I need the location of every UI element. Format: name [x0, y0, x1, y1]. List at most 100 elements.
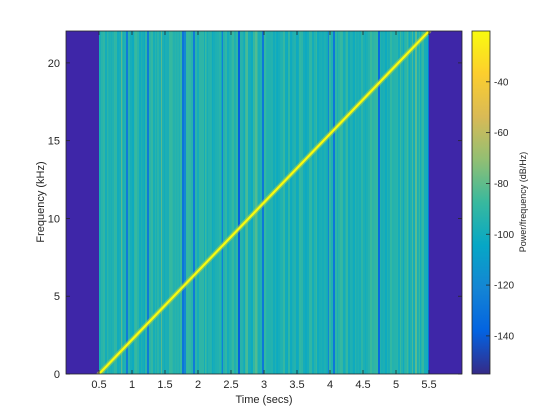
spectrogram-column — [301, 31, 302, 374]
y-axis-ticks: 0 5 10 15 20 — [48, 58, 462, 381]
spectrogram-column — [232, 31, 234, 374]
spectrogram-column — [147, 31, 149, 374]
spectrogram-column — [213, 31, 215, 374]
spectrogram-column — [401, 31, 403, 374]
spectrogram-column — [137, 31, 139, 374]
spectrogram-column — [312, 31, 314, 374]
spectrogram-column — [418, 31, 419, 374]
spectrogram-column — [177, 31, 179, 374]
spectrogram-column — [248, 31, 249, 374]
spectrogram-column — [311, 31, 312, 374]
spectrogram-column — [338, 31, 340, 374]
spectrogram-column — [161, 31, 162, 374]
colorbar-tick-label: -60 — [494, 128, 509, 139]
spectrogram-column — [175, 31, 176, 374]
colorbar-tick-label: -120 — [494, 281, 514, 292]
spectrogram-column — [428, 31, 429, 374]
spectrogram-column — [420, 31, 421, 374]
spectrogram-column — [167, 31, 169, 374]
spectrogram-column — [400, 31, 401, 374]
spectrogram-column — [126, 31, 128, 374]
spectrogram-column — [413, 31, 415, 374]
x-tick-label: 1.5 — [157, 379, 172, 391]
y-axis-label: Frequency (kHz) — [35, 161, 47, 242]
spectrogram-column — [103, 31, 105, 374]
spectrogram-column — [419, 31, 420, 374]
spectrogram-column — [292, 31, 293, 374]
colorbar-label: Power/frequency (dB/Hz) — [518, 152, 528, 253]
spectrogram-column — [407, 31, 408, 374]
spectrogram-column — [244, 31, 245, 374]
spectrogram-column — [151, 31, 153, 374]
spectrogram-column — [412, 31, 413, 374]
spectrogram-column — [173, 31, 175, 374]
spectrogram-column — [376, 31, 378, 374]
spectrogram-column — [343, 31, 345, 374]
y-tick-label: 15 — [48, 136, 60, 148]
spectrogram-column — [285, 31, 287, 374]
spectrogram-column — [229, 31, 231, 374]
spectrogram-column — [410, 31, 412, 374]
spectrogram-column — [316, 31, 317, 374]
spectrogram-column — [221, 31, 222, 374]
spectrogram-column — [333, 31, 335, 374]
spectrogram-column — [281, 31, 283, 374]
spectrogram-column — [199, 31, 201, 374]
y-tick-label: 0 — [54, 369, 60, 381]
spectrogram-column — [426, 31, 428, 374]
spectrogram-column — [242, 31, 243, 374]
spectrogram-column — [345, 31, 346, 374]
spectrogram-column — [269, 31, 271, 374]
spectrogram-column — [398, 31, 400, 374]
x-tick-label: 5.5 — [421, 379, 436, 391]
spectrogram-column — [187, 31, 189, 374]
spectrogram-column — [212, 31, 213, 374]
spectrogram-column — [135, 31, 137, 374]
spectrogram-column — [101, 31, 103, 374]
spectrogram-column — [290, 31, 292, 374]
spectrogram-column — [144, 31, 145, 374]
spectrogram-column — [149, 31, 151, 374]
spectrogram-column — [396, 31, 397, 374]
spectrogram-column — [227, 31, 229, 374]
spectrogram-column — [207, 31, 208, 374]
spectrogram-column — [303, 31, 305, 374]
spectrogram-column — [107, 31, 108, 374]
spectrogram-column — [236, 31, 238, 374]
spectrogram-column — [223, 31, 225, 374]
spectrogram-column — [128, 31, 130, 374]
spectrogram-column — [206, 31, 207, 374]
spectrogram-column — [267, 31, 269, 374]
spectrogram-column — [331, 31, 333, 374]
spectrogram-column — [234, 31, 236, 374]
spectrogram-column — [322, 31, 324, 374]
spectrogram-column — [356, 31, 358, 374]
spectrogram-column — [278, 31, 280, 374]
spectrogram-column — [405, 31, 407, 374]
spectrogram-column — [374, 31, 376, 374]
spectrogram-column — [417, 31, 418, 374]
spectrogram-column — [335, 31, 337, 374]
x-tick-label: 1 — [129, 379, 135, 391]
spectrogram-column — [165, 31, 167, 374]
spectrogram-column — [130, 31, 132, 374]
spectrogram-column — [404, 31, 405, 374]
spectrogram-column — [204, 31, 205, 374]
spectrogram-column — [139, 31, 141, 374]
spectrogram-column — [293, 31, 294, 374]
spectrogram-column — [246, 31, 248, 374]
spectrogram-column — [350, 31, 352, 374]
spectrogram-column — [121, 31, 122, 374]
x-tick-label: 2.5 — [223, 379, 238, 391]
spectrogram-column — [184, 31, 186, 374]
spectrogram-column — [123, 31, 124, 374]
spectrogram-column — [112, 31, 114, 374]
spectrogram-column — [403, 31, 404, 374]
spectrogram-column — [328, 31, 329, 374]
spectrogram-column — [245, 31, 246, 374]
spectrogram-column — [155, 31, 156, 374]
spectrogram-column — [115, 31, 117, 374]
spectrogram-column — [201, 31, 203, 374]
spectrogram-column — [169, 31, 170, 374]
